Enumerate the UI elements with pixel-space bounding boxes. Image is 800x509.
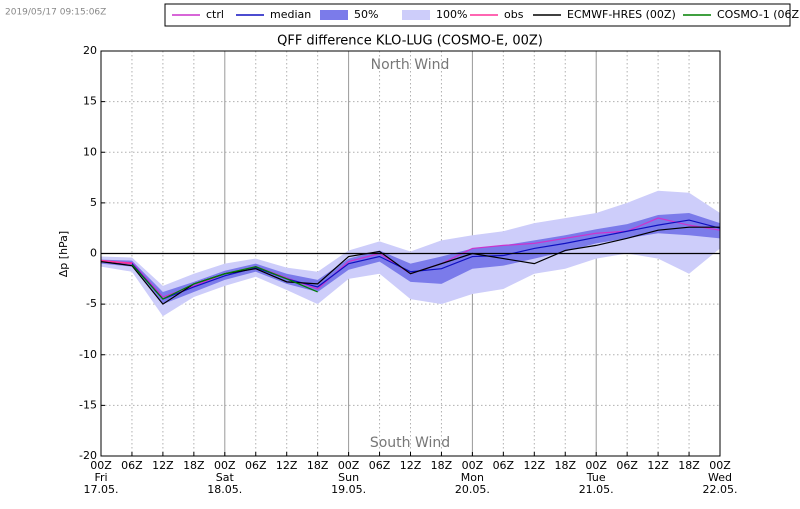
x-tick-label: 21.05.	[579, 483, 614, 496]
legend-label: median	[270, 8, 311, 21]
x-tick-label: 17.05.	[84, 483, 119, 496]
x-tick-label: 00Z	[709, 459, 731, 472]
y-tick-label: -5	[86, 297, 97, 310]
x-tick-label: 00Z	[462, 459, 484, 472]
x-tick-label: 12Z	[524, 459, 546, 472]
x-tick-label: 12Z	[276, 459, 298, 472]
y-tick-label: 15	[83, 95, 97, 108]
legend-label: 100%	[436, 8, 467, 21]
legend-label: COSMO-1 (06Z)	[717, 8, 800, 21]
y-tick-label: 0	[90, 247, 97, 260]
x-tick-label: 12Z	[152, 459, 174, 472]
x-tick-label: 06Z	[369, 459, 391, 472]
x-tick-label: 06Z	[616, 459, 638, 472]
legend-swatch	[320, 10, 348, 20]
x-tick-label: 00Z	[90, 459, 112, 472]
x-tick-label: 18Z	[431, 459, 453, 472]
y-tick-label: 20	[83, 44, 97, 57]
legend-label: ECMWF-HRES (00Z)	[567, 8, 676, 21]
line	[131, 264, 318, 300]
plot-frame	[100, 50, 721, 457]
x-tick-label: 06Z	[245, 459, 267, 472]
x-tick-label: 12Z	[400, 459, 422, 472]
x-tick-label: 18Z	[554, 459, 576, 472]
x-tick-label: 06Z	[121, 459, 143, 472]
x-tick-label: 12Z	[647, 459, 669, 472]
y-tick-label: 10	[83, 145, 97, 158]
legend-swatch	[402, 10, 430, 20]
y-tick-label: -15	[79, 398, 97, 411]
x-tick-label: Sun	[338, 471, 359, 484]
x-tick-label: 00Z	[585, 459, 607, 472]
x-tick-label: Mon	[461, 471, 484, 484]
x-tick-label: 18Z	[307, 459, 329, 472]
x-tick-label: 06Z	[493, 459, 515, 472]
band	[101, 213, 720, 305]
x-tick-label: 19.05.	[331, 483, 366, 496]
x-tick-label: Wed	[708, 471, 732, 484]
x-tick-label: 00Z	[214, 459, 236, 472]
y-tick-label: -10	[79, 348, 97, 361]
x-tick-label: 22.05.	[703, 483, 738, 496]
x-tick-label: 18Z	[183, 459, 205, 472]
x-tick-label: Fri	[94, 471, 107, 484]
legend-label: obs	[504, 8, 524, 21]
x-tick-label: 18Z	[678, 459, 700, 472]
legend-label: ctrl	[206, 8, 224, 21]
line	[100, 259, 133, 265]
x-tick-label: Sat	[216, 471, 235, 484]
x-tick-label: 18.05.	[207, 483, 242, 496]
line	[100, 219, 721, 300]
chart-title: QFF difference KLO-LUG (COSMO-E, 00Z)	[277, 34, 543, 49]
y-tick-label: -20	[79, 449, 97, 462]
x-tick-label: 00Z	[338, 459, 360, 472]
timestamp: 2019/05/17 09:15:06Z	[5, 8, 106, 18]
x-tick-label: Tue	[586, 471, 606, 484]
x-tick-label: 20.05.	[455, 483, 490, 496]
legend-label: 50%	[354, 8, 378, 21]
y-tick-label: 5	[90, 196, 97, 209]
annotation: North Wind	[371, 57, 450, 73]
y-axis-label: Δp [hPa]	[57, 231, 70, 277]
